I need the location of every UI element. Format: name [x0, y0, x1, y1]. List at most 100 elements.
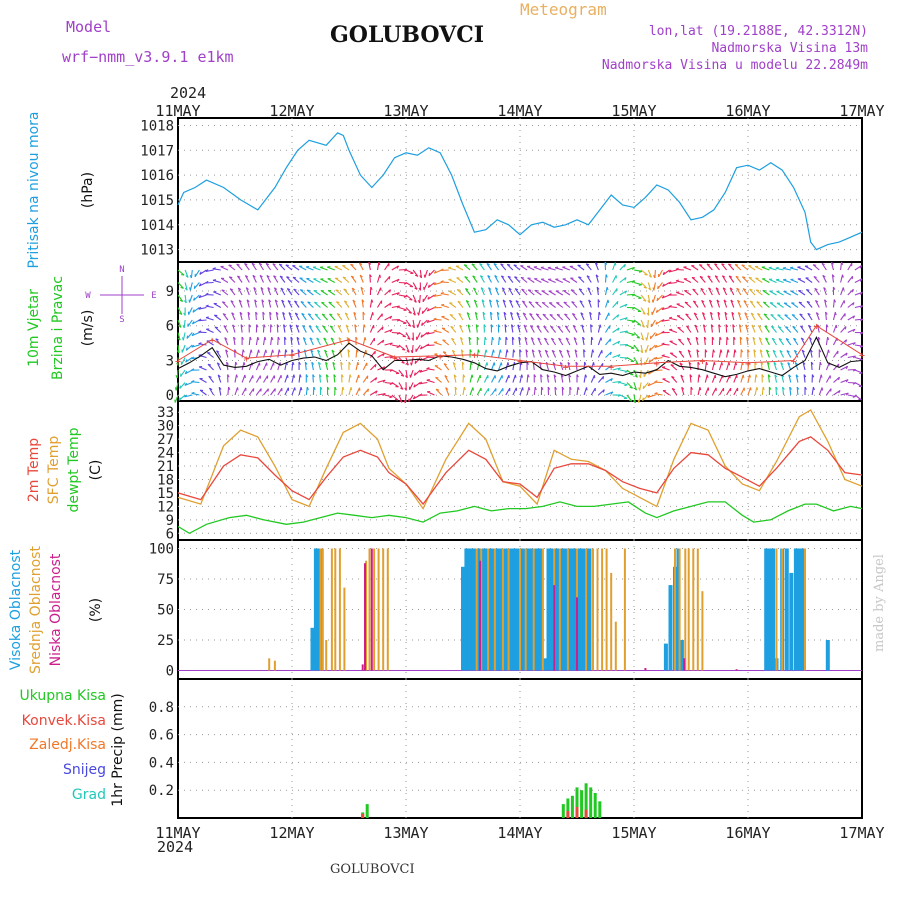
wind-arrow-head: [410, 349, 413, 354]
wind-arrow-head: [412, 396, 416, 400]
wind-arrow-head: [688, 361, 692, 365]
y-tick-label: 12: [157, 499, 174, 515]
wind-arrow: [656, 294, 663, 302]
wind-arrow-head: [460, 337, 464, 340]
wind-arrow-head: [768, 266, 772, 269]
wind-arrow-head: [534, 386, 537, 391]
wind-arrow-head: [852, 302, 855, 306]
wind-arrow-head: [304, 361, 308, 365]
wind-arrow-head: [784, 314, 788, 316]
wind-arrow: [327, 266, 335, 271]
wind-arrow: [633, 332, 641, 339]
wind-arrow: [534, 278, 542, 283]
wind-arrow-head: [364, 337, 367, 341]
wind-arrow: [534, 289, 542, 296]
wind-arrow-head: [671, 387, 676, 391]
y-tick-label: 100: [149, 542, 174, 558]
wind-arrow-head: [207, 363, 212, 366]
wind-arrow: [292, 276, 300, 283]
wind-arrow: [442, 339, 450, 346]
wind-arrow: [642, 394, 649, 401]
cloud-bar: [679, 640, 684, 671]
wind-arrow: [343, 300, 350, 308]
cloud-bar: [386, 548, 389, 671]
wind-arrow-head: [247, 311, 251, 315]
wind-arrow: [501, 287, 507, 296]
cloud-bar: [364, 563, 366, 671]
wind-arrow: [428, 269, 435, 277]
wind-arrow-head: [550, 325, 554, 328]
cloud-bar: [373, 548, 376, 671]
wind-arrow-head: [478, 362, 481, 366]
wind-arrow-head: [471, 374, 474, 378]
wind-arrow: [287, 300, 293, 308]
wind-arrow: [749, 288, 756, 296]
wind-arrow: [191, 381, 200, 384]
wind-arrow: [847, 342, 856, 346]
wind-arrow: [293, 288, 300, 296]
wind-arrow-head: [813, 264, 817, 266]
wind-arrow-head: [648, 359, 651, 363]
wind-arrow: [743, 300, 749, 308]
wind-arrow-head: [414, 360, 417, 364]
wind-arrow-head: [471, 263, 475, 266]
wind-arrow: [640, 269, 648, 276]
cloud-bar: [663, 643, 668, 671]
wind-arrow-head: [852, 328, 856, 332]
wind-arrow: [535, 301, 542, 308]
wind-arrow: [552, 362, 557, 371]
wind-arrow-head: [574, 349, 578, 353]
wind-arrow-head: [433, 329, 437, 332]
wind-arrow-head: [591, 336, 594, 340]
wind-arrow: [818, 374, 822, 383]
wind-arrow: [398, 319, 407, 324]
wind-arrow-head: [726, 336, 729, 340]
wind-arrow-head: [543, 325, 547, 328]
wind-arrow-head: [547, 266, 551, 269]
wind-arrow: [184, 269, 189, 278]
wind-arrow-head: [796, 386, 800, 390]
wind-arrow-head: [299, 374, 302, 378]
wind-arrow-head: [216, 362, 221, 365]
wind-arrow-head: [276, 324, 280, 328]
wind-arrow: [184, 369, 193, 375]
wind-arrow: [443, 363, 450, 371]
wind-arrow-head: [832, 286, 836, 290]
wind-arrow-head: [402, 348, 406, 351]
wind-arrow-head: [742, 288, 747, 291]
wind-arrow-head: [332, 361, 336, 365]
wind-arrow-head: [264, 336, 267, 341]
wind-arrow: [307, 301, 314, 308]
wind-arrow: [701, 300, 706, 308]
wind-arrow-head: [662, 283, 665, 287]
wind-arrow: [307, 313, 314, 321]
wind-arrow-head: [757, 313, 761, 316]
wind-arrow: [538, 349, 542, 358]
wind-arrow: [747, 387, 752, 396]
wind-arrow-head: [837, 377, 841, 381]
wind-arrow: [775, 279, 784, 284]
cloud-bar: [310, 627, 315, 671]
wind-arrow-head: [556, 302, 560, 304]
wind-arrow: [742, 276, 749, 283]
wind-arrow: [825, 349, 830, 358]
wind-arrow-head: [641, 337, 644, 341]
wind-arrow-head: [699, 275, 704, 279]
wind-arrow: [208, 375, 215, 383]
wind-arrow-head: [557, 325, 561, 328]
wind-arrow-head: [756, 387, 759, 391]
wind-arrow-head: [845, 392, 849, 396]
wind-arrow-head: [661, 295, 665, 299]
wind-arrow: [696, 349, 699, 358]
wind-arrow: [761, 266, 770, 271]
wind-arrow: [755, 289, 763, 296]
temp2m-line: [177, 436, 863, 506]
wind-arrow: [793, 337, 799, 346]
wind-arrow-head: [542, 301, 546, 304]
wind-arrow: [209, 387, 215, 396]
wind-arrow: [391, 356, 400, 361]
y-tick-label: 6: [166, 319, 174, 335]
wind-arrow: [788, 374, 792, 383]
wind-arrow-head: [466, 300, 470, 303]
wind-arrow: [233, 337, 236, 346]
